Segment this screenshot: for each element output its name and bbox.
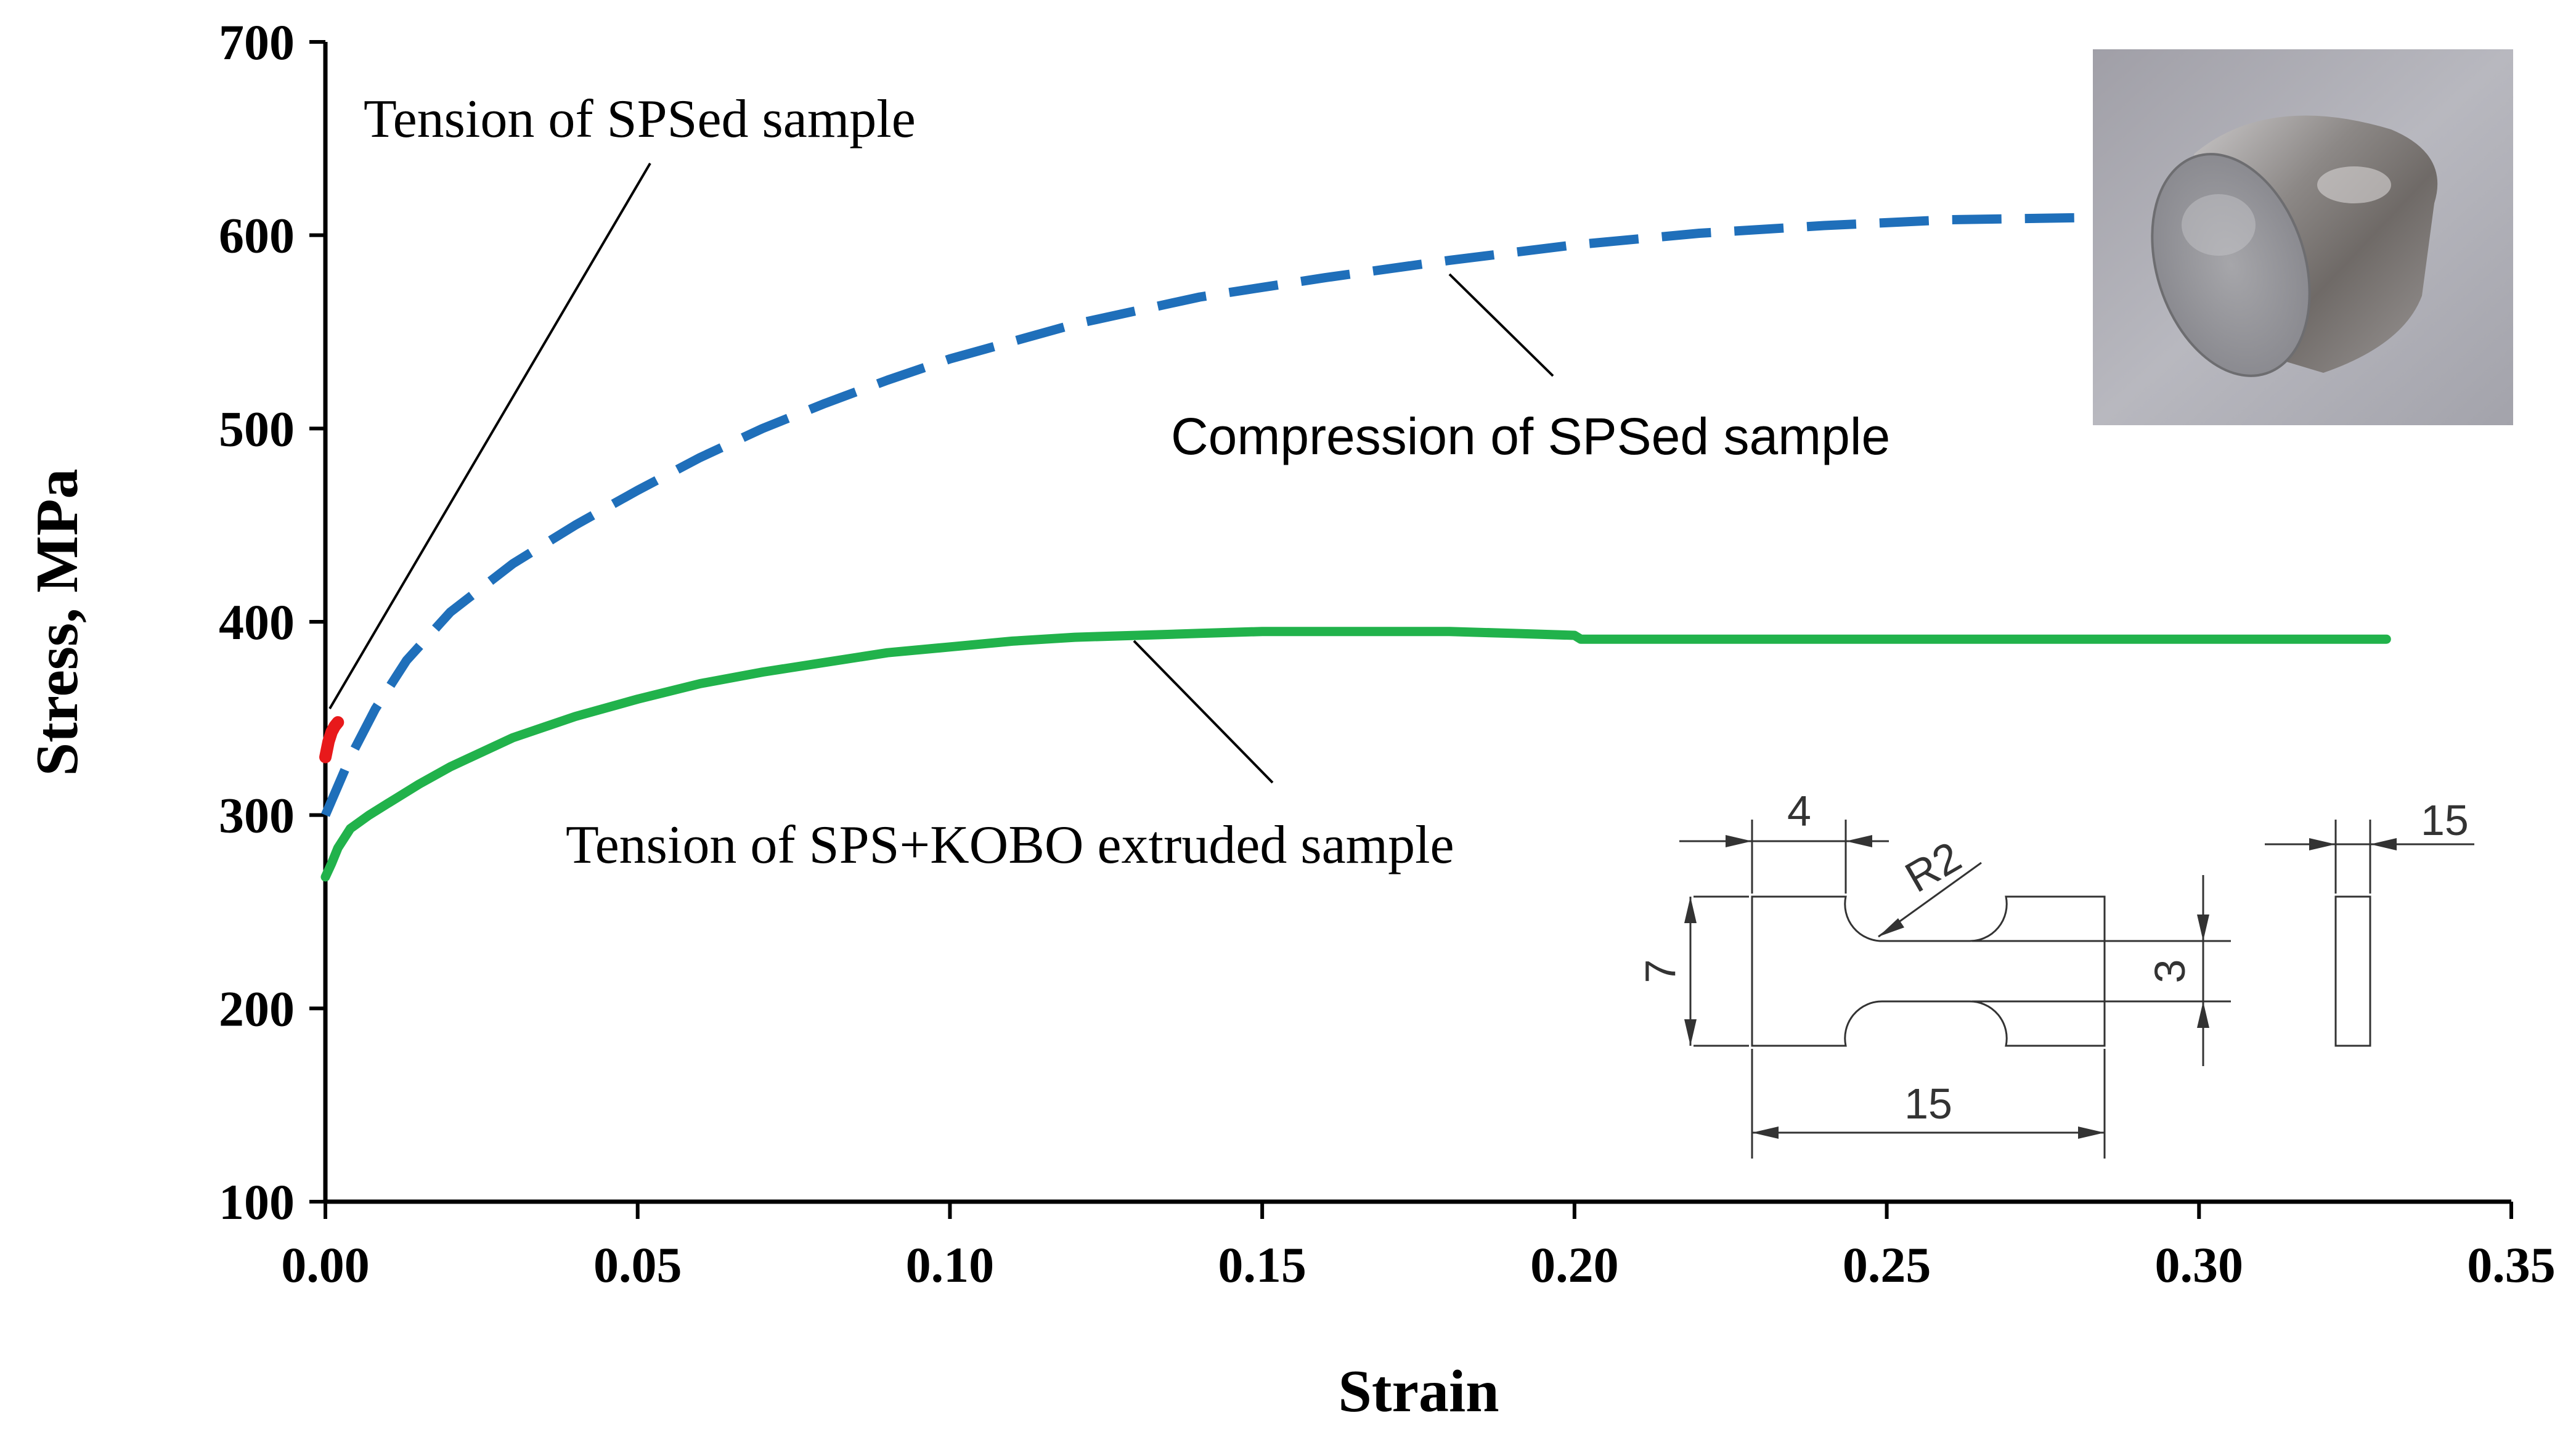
x-tick-label: 0.05 bbox=[593, 1237, 682, 1293]
annotation-compression-spsed: Compression of SPSed sample bbox=[1171, 407, 1890, 465]
series-line-tension-of-spsed-sample bbox=[319, 716, 344, 764]
x-tick-label: 0.00 bbox=[281, 1237, 370, 1293]
dimension-label-4: 4 bbox=[1787, 787, 1811, 835]
sample-photo bbox=[2093, 49, 2513, 425]
y-tick-label: 200 bbox=[219, 980, 295, 1037]
y-tick-label: 500 bbox=[219, 401, 295, 457]
specimen-drawing: 4 R2 7 3 15 15 bbox=[1636, 787, 2474, 1159]
y-tick-label: 600 bbox=[219, 208, 295, 264]
x-tick-label: 0.10 bbox=[906, 1237, 995, 1293]
leader-line-tension-kobo bbox=[1133, 640, 1274, 784]
annotation-tension-spsed: Tension of SPSed sample bbox=[364, 89, 916, 149]
x-ticks: 0.00 0.05 0.10 0.15 0.20 0.25 0.30 0.35 bbox=[281, 1202, 2556, 1293]
x-axis-title: Strain bbox=[1338, 1358, 1499, 1425]
x-tick-label: 0.20 bbox=[1530, 1237, 1619, 1293]
x-tick-label: 0.35 bbox=[2467, 1237, 2556, 1293]
series-group bbox=[319, 211, 2391, 882]
y-ticks: 100 200 300 400 500 600 700 bbox=[219, 14, 325, 1230]
leader-line-compression-spsed bbox=[1448, 273, 1554, 377]
dimension-label-15-thickness: 15 bbox=[2421, 796, 2469, 844]
leader-line-tension-spsed bbox=[328, 162, 651, 710]
dimension-label-3: 3 bbox=[2146, 959, 2194, 984]
dimension-label-15-length: 15 bbox=[1904, 1080, 1952, 1128]
y-tick-label: 300 bbox=[219, 788, 295, 844]
series-line-tension-of-sps-kobo-extruded-sample bbox=[320, 627, 2391, 882]
y-axis-title: Stress, MPa bbox=[24, 469, 91, 776]
x-tick-label: 0.30 bbox=[2155, 1237, 2244, 1293]
x-tick-label: 0.15 bbox=[1218, 1237, 1306, 1293]
y-tick-label: 400 bbox=[219, 594, 295, 650]
series-line-compression-of-spsed-sample bbox=[321, 211, 2199, 817]
dimension-label-R2: R2 bbox=[1897, 833, 1969, 902]
y-tick-label: 100 bbox=[219, 1174, 295, 1230]
dimension-label-7: 7 bbox=[1636, 959, 1684, 984]
x-tick-label: 0.25 bbox=[1843, 1237, 1931, 1293]
y-tick-label: 700 bbox=[219, 14, 295, 70]
annotation-tension-kobo: Tension of SPS+KOBO extruded sample bbox=[566, 815, 1454, 875]
